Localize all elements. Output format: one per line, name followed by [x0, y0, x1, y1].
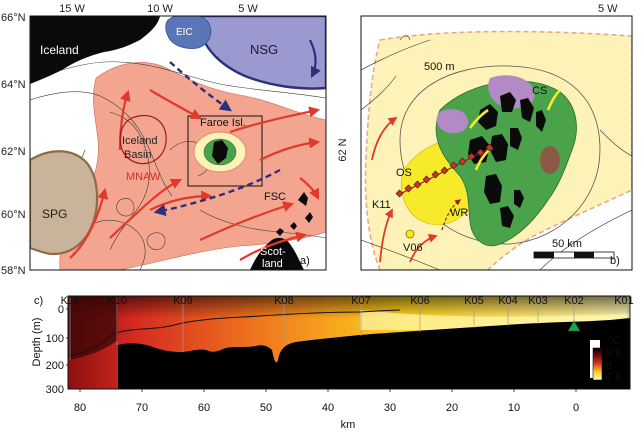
label-wr: WR [450, 207, 468, 219]
station-k11: K11 [61, 295, 80, 307]
brown-ellipse [540, 146, 560, 174]
label-fsc: FSC [264, 191, 286, 203]
label-v06: V06 [403, 242, 423, 254]
panel-b-map: 5 W 62 N 500 m CS OS WR K11 V06 50 km b) [337, 3, 633, 271]
panel-a-lat-tick-58: 58°N [1, 265, 26, 277]
station-k07: K07 [351, 295, 371, 307]
scottish-islands [276, 192, 313, 236]
panel-c-label: c) [34, 295, 43, 307]
x-tick-50: 50 [260, 402, 272, 414]
isotherm-line [68, 309, 401, 357]
x-axis-label: km [341, 419, 356, 431]
panel-b-lat-tick: 62 N [337, 138, 349, 161]
panel-a-lat-tick-64: 64°N [1, 79, 26, 91]
x-axis-ticks: 80 70 60 50 40 30 20 10 0 [74, 402, 579, 414]
colorbar: °C 8.5 8 7.5 [590, 335, 621, 384]
station-k05: K05 [464, 295, 484, 307]
spg-region [30, 150, 99, 256]
contour-500m-label: 500 m [424, 61, 455, 73]
panel-a-lat-tick-60: 60°N [1, 209, 26, 221]
y-tick-0: 0 [58, 304, 64, 316]
station-k09: K09 [173, 295, 193, 307]
panel-b-contours [361, 35, 632, 270]
colorbar-unit: °C [608, 335, 620, 347]
eic-region [165, 16, 212, 49]
seabed [118, 318, 630, 389]
station-cast-lines [69, 296, 629, 360]
scale-bar [533, 251, 615, 259]
mooring-triangle [567, 320, 581, 332]
label-scotland-2: land [262, 258, 283, 270]
label-eic: EIC [176, 27, 193, 38]
iceland-basin-circulation [119, 114, 167, 165]
scotland-land [250, 237, 304, 270]
panel-a-lat-tick-62: 62°N [1, 146, 26, 158]
k-transect-stations [395, 143, 494, 198]
station-k01: K01 [614, 295, 634, 307]
label-k11: K11 [372, 199, 391, 211]
v06-mooring [405, 229, 415, 239]
faroe-islands [212, 140, 228, 164]
y-axis-label: Depth (m) [31, 318, 43, 367]
x-tick-80: 80 [74, 402, 86, 414]
label-iceland-basin-1: Iceland [122, 135, 157, 147]
nsg-region [198, 16, 326, 90]
faroe-inset-box [187, 115, 263, 187]
colorbar-tick-85: 8.5 [606, 348, 621, 360]
colorbar-tick-75: 7.5 [606, 372, 621, 384]
panel-b-label: b) [610, 255, 620, 267]
y-tick-300: 300 [46, 384, 64, 396]
label-iceland-basin-2: Basin [124, 149, 152, 161]
station-k03: K03 [528, 295, 548, 307]
overflow-paths [153, 61, 281, 217]
panel-a-label: a) [300, 255, 310, 267]
panel-a-lon-tick-15w: 15 W [59, 3, 85, 15]
label-scotland-1: Scot- [260, 246, 286, 258]
y-tick-100: 100 [46, 333, 64, 345]
x-tick-10: 10 [508, 402, 520, 414]
station-k08: K08 [274, 295, 294, 307]
label-faroe: Faroe Isl. [200, 117, 246, 129]
x-tick-30: 30 [384, 402, 396, 414]
panel-a-lat-tick-66: 66°N [1, 12, 26, 24]
purple-patch-west [436, 109, 469, 134]
label-iceland: Iceland [40, 43, 79, 57]
station-labels: K11 K10 K09 K08 K07 K06 K05 K04 K03 K02 … [61, 295, 634, 307]
panel-b-red-arrows [371, 117, 438, 263]
station-k10: K10 [107, 295, 127, 307]
panel-a-lon-tick-5w: 5 W [238, 3, 258, 15]
colorbar-tick-8: 8 [606, 360, 612, 372]
panel-a-lon-tick-10w: 10 W [147, 3, 173, 15]
x-tick-20: 20 [446, 402, 458, 414]
iceland-land [30, 16, 160, 84]
colorbar-gradient [592, 347, 603, 381]
station-k06: K06 [410, 295, 430, 307]
panel-b-lon-tick: 5 W [598, 3, 618, 15]
label-spg: SPG [42, 207, 67, 221]
station-k04: K04 [498, 295, 518, 307]
scale-label: 50 km [552, 238, 582, 250]
x-tick-40: 40 [322, 402, 334, 414]
station-k02: K02 [564, 295, 584, 307]
label-nsg: NSG [250, 42, 278, 57]
label-cs: CS [532, 85, 547, 97]
x-tick-60: 60 [198, 402, 210, 414]
y-axis-ticks: 0 100 200 300 [46, 304, 64, 396]
y-tick-200: 200 [46, 360, 64, 372]
label-os: OS [396, 167, 412, 179]
label-mnaw: MNAW [126, 171, 161, 183]
x-tick-70: 70 [136, 402, 148, 414]
x-tick-0: 0 [573, 402, 579, 414]
panel-c-section: c) [31, 295, 634, 431]
panel-a-map: 15 W 10 W 5 W 66°N 64°N 62°N 60°N 58°N I… [1, 3, 327, 277]
